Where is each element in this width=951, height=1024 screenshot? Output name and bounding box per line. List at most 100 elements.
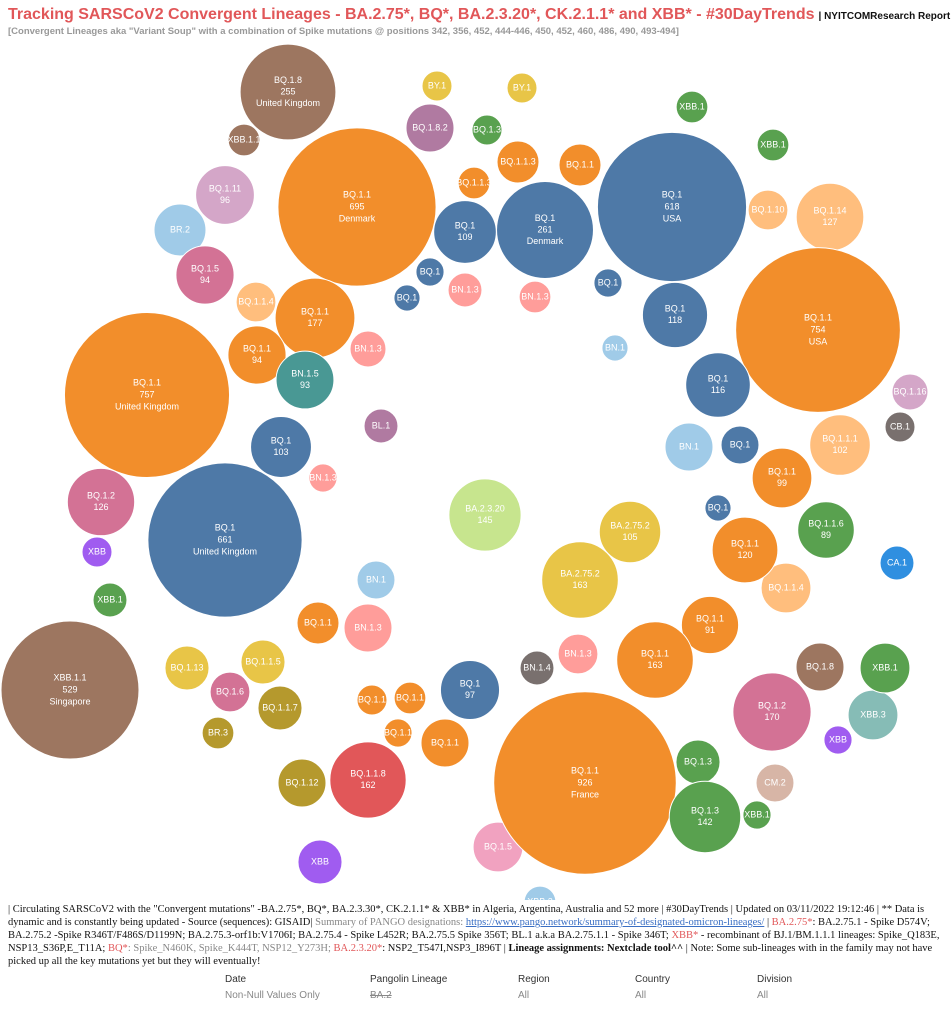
bubble-label: BQ.1.1 [301,307,329,317]
bubble-circle [356,684,388,716]
bubble-value: 261 [537,224,552,234]
filter-value[interactable]: All [757,990,769,1001]
bubble: XBB [297,839,343,885]
bubble-circle [147,462,303,618]
bubble: BQ.1.12 [277,758,327,808]
bubble-label: BN.1.3 [354,622,382,632]
footnote-segment: BQ* [107,943,128,954]
bubble-circle [720,425,760,465]
bubble-label: BN.1.3 [564,648,592,658]
bubble-label: XBB.1 [872,662,898,672]
bubble-circle [755,763,795,803]
bubble-label: BA.2.3.20 [465,504,505,514]
bubble: BQ.1 [415,257,445,287]
bubble: BQ.1.1.5 [240,639,286,685]
bubble: BQ.1.1 [420,718,470,768]
bubble-label: BN.1.3 [309,472,337,482]
filter-value[interactable]: All [635,990,647,1001]
bubble: BQ.1.6 [209,671,251,713]
bubble-label: XBB.1 [97,594,123,604]
bubble: XBB.1 [756,128,790,162]
bubble: XBB.1 [859,642,911,694]
bubble-circle [250,416,312,478]
bubble-country: United Kingdom [193,546,257,556]
filter[interactable]: Date Non-Null Values Only [225,974,320,1001]
bubble-circle [747,189,789,231]
bubble: BQ.1 661 United Kingdom [147,462,303,618]
chart-title: Tracking SARSCoV2 Convergent Lineages - … [8,6,815,23]
bubble-circle [742,800,772,830]
footnote-segment: : BA.2.75.1 - Spike D574V; BA.2.75.2 -Sp… [8,917,930,941]
bubble: BN.1.3 [343,603,393,653]
bubble-label: BQ.1 [455,221,476,231]
bubble-circle [209,671,251,713]
bubble-circle [711,516,779,584]
bubble-label: BQ.1.1 [304,617,332,627]
bubble-label: BQ.1.1.3 [456,177,492,187]
bubble: BN.1 [664,422,714,472]
bubble-value: 89 [821,530,831,540]
bubble-label: XBB.1.1 [53,672,86,682]
bubble-value: 97 [465,690,475,700]
bubble-label: BQ.1.1.8 [350,769,386,779]
bubble-label: BQ.1.3 [684,756,712,766]
bubble-circle [363,408,399,444]
bubble: BQ.1.1.4 [235,281,277,323]
filter-value[interactable]: All [518,990,530,1001]
filter[interactable]: Pangolin Lineage BA.2 [370,974,447,1001]
bubble-label: XBB.1 [760,139,786,149]
footnote-segment[interactable]: https://www.pango.network/summary-of-des… [465,917,765,928]
bubble-label: BN.1.3 [521,291,549,301]
bubble-label: BR.3 [208,727,228,737]
filter-value[interactable]: BA.2 [370,990,392,1001]
bubble-value: 163 [647,660,662,670]
filter[interactable]: Region All [518,974,550,1001]
bubble-label: BY.1 [513,82,531,92]
bubble-circle [393,681,427,715]
bubble-circle [735,247,901,413]
bubble-label: BQ.1.1.4 [768,582,804,592]
filter-value[interactable]: Non-Null Values Only [225,990,320,1001]
bubble: XBB.1.1 [227,123,261,157]
filter[interactable]: Country All [635,974,670,1001]
bubble-circle [393,284,421,312]
bubble-label: BQ.1 [708,502,729,512]
bubble: CB.1 [884,411,916,443]
bubble-label: BQ.1 [662,189,683,199]
bubble: BQ.1.594 [175,245,235,305]
bubble-label: XBB [88,546,106,556]
footnote-segment: BA.2.3.20* [333,943,383,954]
bubble: BN.1.4 [519,650,555,686]
bubble: BQ.1 618 USA [596,131,748,283]
bubble-circle [457,166,491,200]
bubble-label: BN.1 [366,574,386,584]
bubble: BQ.1.1.4 [760,562,812,614]
subtitle: [Convergent Lineages aka "Variant Soup" … [8,26,679,37]
bubble-value: 529 [62,684,77,694]
bubble-circle [558,143,602,187]
bubble: BQ.1.1 [296,601,340,645]
footnote-segment: Lineage assignments: Nextclade tool^^ [508,943,684,954]
bubble-circle [756,128,790,162]
bubble: BQ.1.1 [393,681,427,715]
bubble-circle [383,718,413,748]
bubble-label: BQ.1.1 [243,344,271,354]
bubble-label: BQ.1.1 [566,159,594,169]
filter[interactable]: Division All [757,974,792,1001]
bubble: XBB.1 [675,90,709,124]
bubble-country: Singapore [49,696,90,706]
bubble: BQ.1.13 [164,645,210,691]
bubble-circle [751,447,813,509]
bubble-circle [420,718,470,768]
bubble-label: BN.1.5 [291,369,319,379]
bubble-label: CB.1 [890,421,910,431]
bubble-label: BN.1.4 [523,662,551,672]
bubble-label: XBB.3 [860,709,886,719]
bubble-label: BN.1 [605,342,625,352]
bubble-value: 94 [200,275,210,285]
bubble-circle [164,645,210,691]
